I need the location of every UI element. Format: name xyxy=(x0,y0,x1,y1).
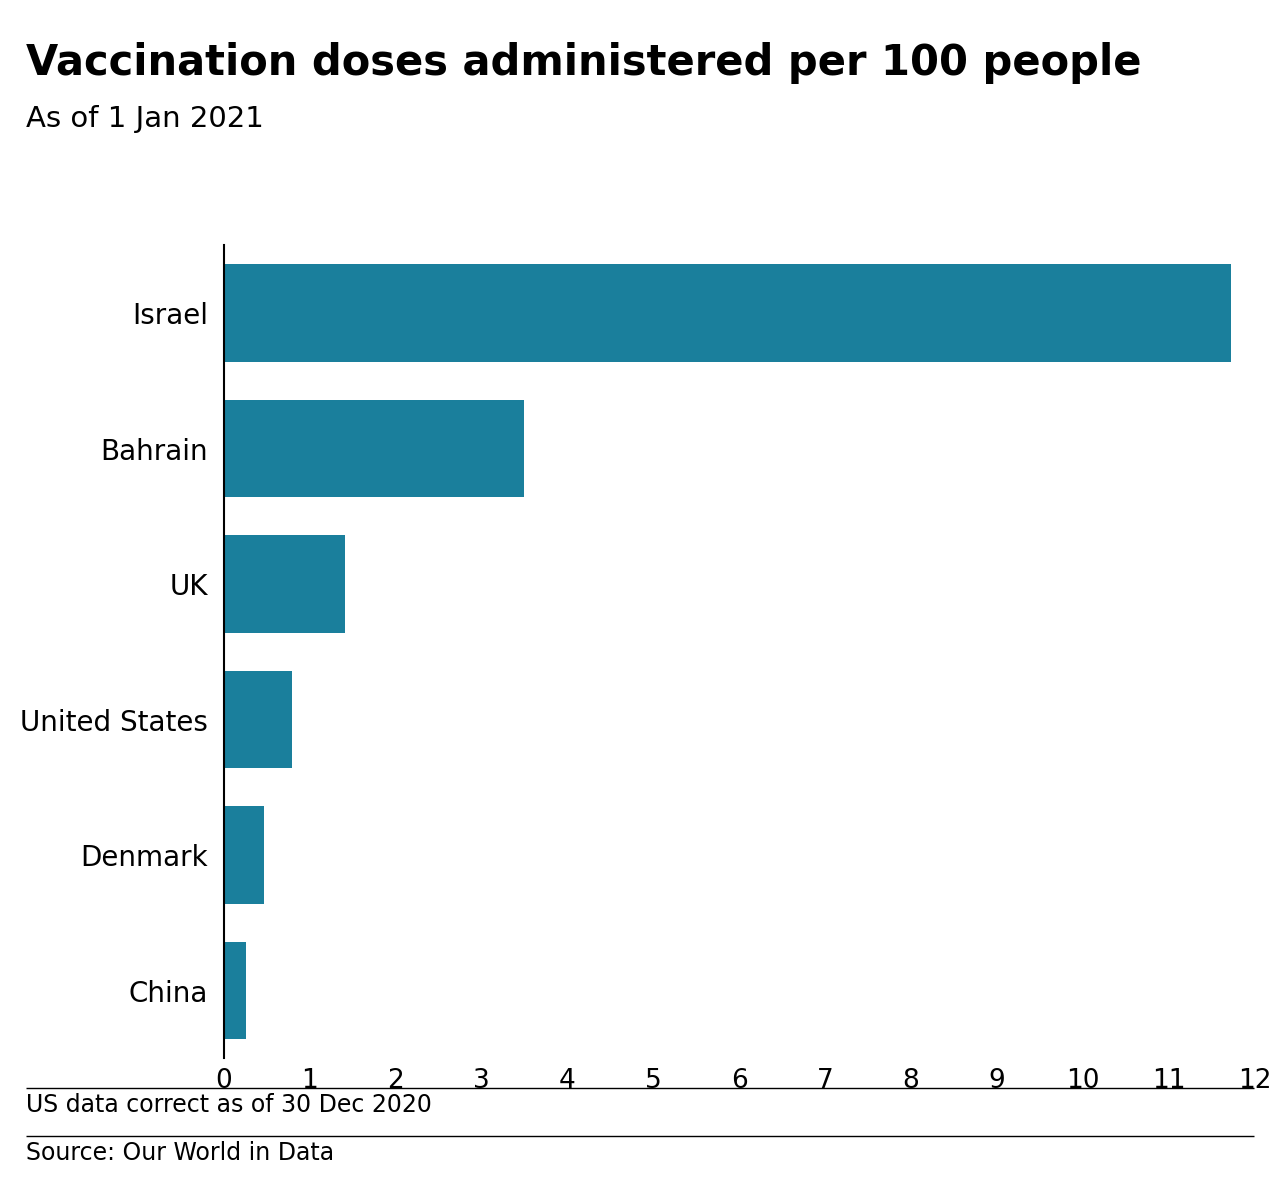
Bar xyxy=(224,671,292,768)
Bar xyxy=(224,806,265,904)
Text: US data correct as of 30 Dec 2020: US data correct as of 30 Dec 2020 xyxy=(26,1093,431,1117)
Text: Source: Our World in Data: Source: Our World in Data xyxy=(26,1141,334,1165)
Bar xyxy=(224,536,346,633)
Bar xyxy=(224,264,1231,361)
Bar xyxy=(224,942,246,1039)
Bar xyxy=(224,399,524,498)
Text: Vaccination doses administered per 100 people: Vaccination doses administered per 100 p… xyxy=(26,42,1140,84)
Text: BBC: BBC xyxy=(1175,1147,1221,1166)
Text: As of 1 Jan 2021: As of 1 Jan 2021 xyxy=(26,105,264,133)
